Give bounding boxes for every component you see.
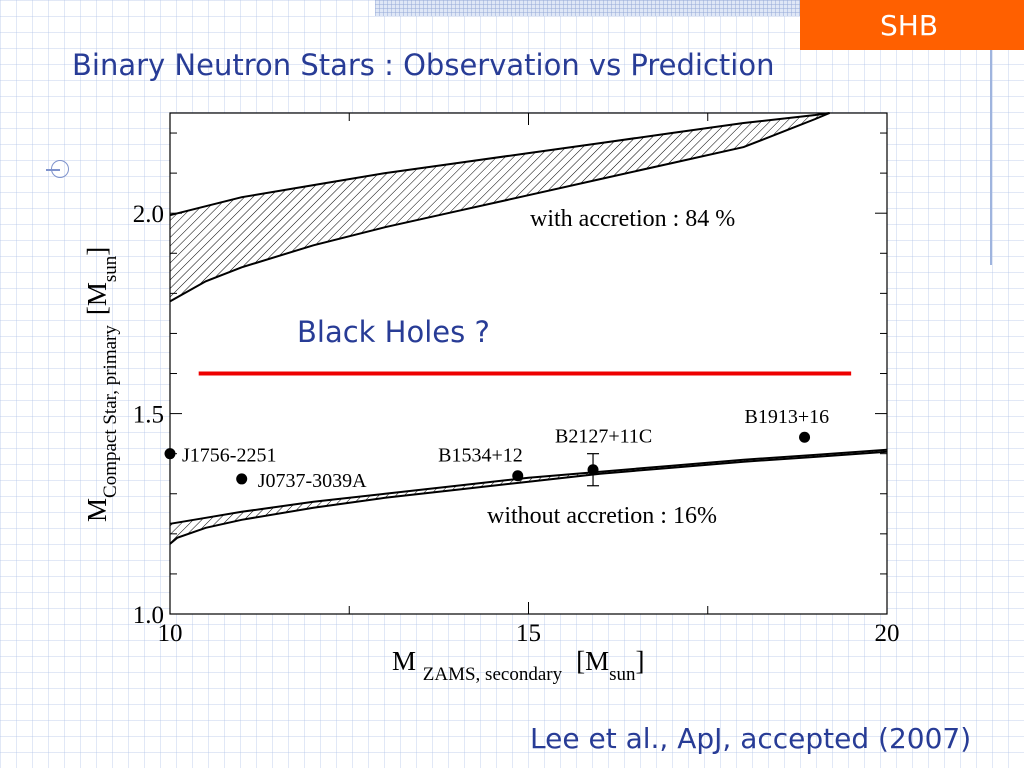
y-axis-label-unit: [M bbox=[82, 282, 112, 315]
y-axis-label-main: M bbox=[82, 498, 112, 522]
y-tick-label: 1.5 bbox=[133, 402, 164, 429]
y-axis-label-sub: Compact Star, primary bbox=[100, 325, 121, 498]
data-point bbox=[236, 473, 248, 485]
header-decoration-band bbox=[375, 0, 805, 16]
band-lower-curve-0 bbox=[169, 112, 830, 303]
right-divider-line bbox=[990, 50, 992, 265]
y-tick-label: 1.0 bbox=[133, 602, 164, 629]
data-point-label: B1913+16 bbox=[745, 406, 830, 428]
band-lower-curve-1 bbox=[169, 450, 888, 545]
x-axis-label-sub: ZAMS, secondary bbox=[423, 664, 563, 685]
section-tag: SHB bbox=[800, 0, 1024, 50]
data-point-label: B1534+12 bbox=[438, 445, 523, 467]
black-hole-label: Black Holes ? bbox=[297, 315, 490, 349]
x-axis-label: M ZAMS, secondary [Msun] bbox=[392, 646, 644, 685]
band-label-without-accretion: without accretion : 16% bbox=[487, 503, 717, 529]
band-fill-0 bbox=[170, 113, 830, 302]
y-tick-label: 2.0 bbox=[133, 201, 164, 228]
x-axis-label-unit: [M bbox=[576, 646, 609, 676]
slide-title: Binary Neutron Stars : Observation vs Pr… bbox=[72, 48, 775, 82]
bullet-dash-icon bbox=[46, 169, 60, 171]
data-point bbox=[164, 448, 176, 460]
x-axis-label-unit-sub: sun bbox=[609, 664, 636, 685]
data-point bbox=[512, 470, 524, 482]
data-point-label: B2127+11C bbox=[555, 426, 652, 448]
x-tick-label: 15 bbox=[516, 620, 541, 647]
data-point-label: J1756-2251 bbox=[182, 445, 276, 467]
citation-text: Lee et al., ApJ, accepted (2007) bbox=[530, 722, 972, 755]
x-axis-label-unit-close: ] bbox=[635, 646, 644, 676]
x-tick-label: 20 bbox=[875, 620, 900, 647]
band-upper-curve-1 bbox=[169, 448, 888, 525]
section-tag-label: SHB bbox=[880, 9, 939, 42]
data-point-label: J0737-3039A bbox=[258, 470, 367, 492]
x-tick-label: 10 bbox=[158, 620, 183, 647]
y-axis-label: MCompact Star, primary [Msun] bbox=[82, 247, 121, 522]
band-label-with-accretion: with accretion : 84 % bbox=[530, 206, 735, 232]
data-point bbox=[799, 431, 811, 443]
y-axis-label-unit-sub: sun bbox=[100, 255, 121, 282]
band-upper-curve-0 bbox=[169, 112, 830, 217]
x-axis-label-main: M bbox=[392, 646, 423, 676]
y-axis-label-unit-close: ] bbox=[82, 247, 112, 256]
data-point bbox=[587, 464, 599, 476]
